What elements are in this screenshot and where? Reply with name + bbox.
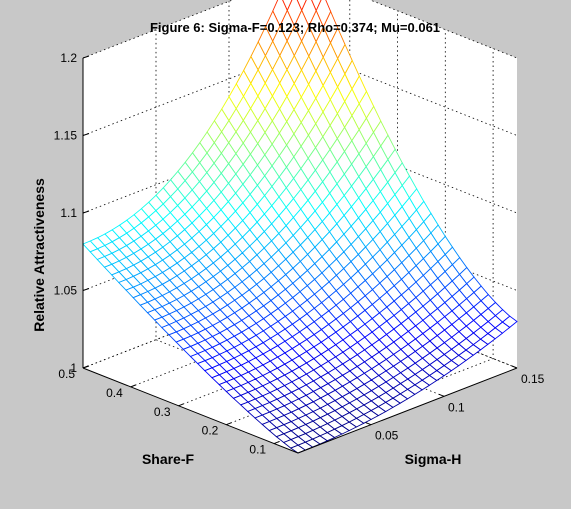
z-tick-mark [82, 288, 90, 291]
y-axis-line [82, 367, 299, 454]
x-tick-label: 0.1 [448, 400, 465, 414]
x-tick-mark [511, 365, 518, 369]
chart-title: Figure 6: Sigma-F=0.123; Rho=0.374; Mu=0… [150, 20, 440, 35]
x-tick-mark [365, 422, 372, 426]
surface-mesh [82, 0, 518, 454]
x-axis-line [297, 367, 518, 454]
grid-line-y [273, 48, 494, 444]
z-tick-label: 1 [70, 361, 77, 375]
y-tick-label: 0.3 [154, 405, 171, 419]
axes-ticks: 1 1.05 1.1 1.15 1.2 0.1 0.2 0.3 0.4 0.5 0.05 0.1 0.1… [54, 51, 545, 457]
y-tick-mark [82, 365, 89, 369]
y-tick-label: 0.5 [58, 367, 75, 381]
y-tick-mark [226, 422, 232, 426]
y-tick-mark [178, 403, 184, 407]
z-tick-label: 1.2 [60, 51, 77, 65]
y-tick-label: 0.2 [202, 424, 219, 438]
z-tick-label: 1.15 [54, 129, 78, 143]
x-axis-label: Sigma-H [405, 451, 462, 467]
z-tick-label: 1.05 [54, 284, 78, 298]
y-axis-label: Share-F [142, 451, 195, 467]
z-tick-label: 1.1 [60, 206, 77, 220]
z-tick-mark [82, 55, 90, 59]
y-tick-label: 0.4 [106, 386, 123, 400]
y-tick-label: 0.1 [249, 443, 266, 457]
z-tick-mark [82, 210, 90, 214]
x-tick-label: 0.15 [521, 372, 545, 386]
z-axis-label: Relative Attractiveness [31, 178, 47, 332]
surface-cell [282, 0, 293, 12]
z-tick-mark [82, 133, 90, 136]
y-tick-mark [273, 441, 280, 445]
x-tick-mark [438, 393, 445, 397]
surface-cell [296, 0, 307, 12]
y-tick-mark [130, 384, 136, 388]
x-tick-label: 0.05 [375, 429, 399, 443]
